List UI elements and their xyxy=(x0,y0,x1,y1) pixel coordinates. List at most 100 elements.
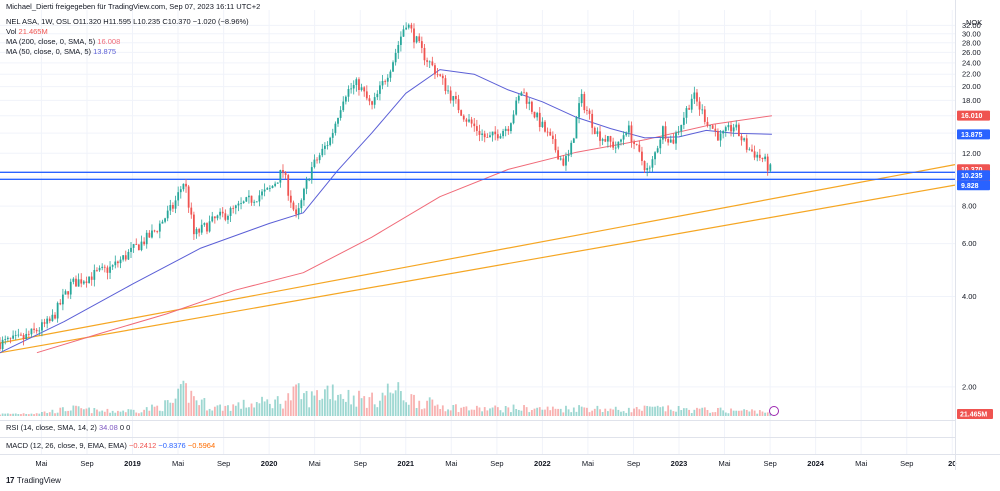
candle-body xyxy=(198,229,201,233)
candle-body xyxy=(145,232,148,245)
volume-bar xyxy=(12,413,15,416)
candle-body xyxy=(93,269,96,280)
candle-body xyxy=(743,138,746,141)
candle-body xyxy=(769,164,772,171)
volume-bar xyxy=(242,399,245,416)
legend-volume[interactable]: Vol 21.465M xyxy=(6,27,48,36)
badge-volume xyxy=(957,409,993,419)
volume-bar xyxy=(35,413,38,416)
volume-bar xyxy=(30,413,33,416)
candle-body xyxy=(515,100,518,115)
volume-bar xyxy=(326,385,329,416)
candle-body xyxy=(219,211,221,216)
candle-body xyxy=(575,117,578,139)
volume-bar xyxy=(559,408,562,416)
volume-bar xyxy=(399,391,402,416)
candle-body xyxy=(1,339,4,350)
candle-body xyxy=(646,168,649,171)
candle-body xyxy=(203,223,206,225)
price-tick-label: 32.00 xyxy=(962,21,981,30)
volume-bar xyxy=(405,402,408,416)
volume-bar xyxy=(714,412,717,416)
volume-bar xyxy=(324,389,326,416)
volume-bar xyxy=(659,407,662,416)
volume-bar xyxy=(583,407,586,416)
volume-bar xyxy=(465,406,468,416)
candle-body xyxy=(483,133,486,138)
volume-bar xyxy=(696,407,698,416)
time-axis[interactable]: Mai Sep 2019 Mai Sep 2020 Mai Sep 2021 Mai Sep 2022… xyxy=(35,459,956,468)
candle-body xyxy=(740,136,743,141)
candle-body xyxy=(158,223,161,232)
candle-body xyxy=(565,156,567,166)
volume-bar xyxy=(481,411,484,416)
volume-bar xyxy=(698,408,701,416)
candle-body xyxy=(764,156,766,160)
volume-bar xyxy=(452,405,455,416)
candle-body xyxy=(339,110,342,118)
volume-bar xyxy=(211,410,214,416)
candle-body xyxy=(604,139,607,142)
volume-bar xyxy=(208,408,211,416)
badge-support-text: 9.828 xyxy=(961,183,979,190)
volume-bar xyxy=(221,410,224,416)
candle-body xyxy=(648,167,651,169)
candle-body xyxy=(261,191,263,196)
volume-bar xyxy=(745,409,748,416)
volume-bar xyxy=(166,400,169,416)
legend-macd[interactable]: MACD (12, 26, close, 9, EMA, EMA) −0.241… xyxy=(6,441,216,450)
candle-body xyxy=(379,85,381,94)
candle-body xyxy=(761,157,764,160)
candle-body xyxy=(630,125,633,142)
candle-body xyxy=(523,92,525,94)
candle-body xyxy=(410,24,413,29)
badge-ma50 xyxy=(957,129,990,140)
candle-body xyxy=(643,161,646,171)
candle-body xyxy=(688,108,691,110)
candle-body xyxy=(303,188,305,201)
candle-body xyxy=(473,123,476,127)
legend-ma50[interactable]: MA (50, close, 0, SMA, 5) 13.875 xyxy=(6,47,117,56)
candle-body xyxy=(69,281,72,295)
candle-body xyxy=(132,244,135,248)
candle-body xyxy=(316,159,318,161)
candle-body xyxy=(609,136,612,142)
candle-body xyxy=(462,115,465,120)
candle-body xyxy=(240,203,242,204)
volume-bar xyxy=(384,395,387,416)
candle-body xyxy=(682,117,685,125)
volume-bar xyxy=(255,402,258,416)
candle-body xyxy=(111,265,114,267)
candle-body xyxy=(439,74,442,76)
candle-body xyxy=(371,101,373,105)
volume-bar xyxy=(444,411,447,416)
candle-body xyxy=(496,134,499,139)
legend-symbol[interactable]: NEL ASA, 1W, OSL O11.320 H11.595 L10.235… xyxy=(6,17,249,26)
volume-bar xyxy=(331,384,334,416)
candle-body xyxy=(355,79,358,86)
volume-bar xyxy=(20,414,22,416)
legend-rsi[interactable]: RSI (14, close, SMA, 14, 2) 34.08 0 0 xyxy=(6,423,131,432)
currency-label: NOK xyxy=(966,18,983,27)
legend-ma200[interactable]: MA (200, close, 0, SMA, 5) 16.008 xyxy=(6,37,121,46)
volume-bar xyxy=(614,406,617,416)
volume-bar xyxy=(266,399,269,416)
volume-bar xyxy=(580,406,583,416)
rsi-value: 34.08 xyxy=(98,423,118,432)
volume-bar xyxy=(635,406,638,416)
candle-body xyxy=(25,333,28,340)
volume-bar xyxy=(462,406,465,416)
candle-body xyxy=(80,279,83,284)
candle-body xyxy=(358,79,360,90)
volume-bar xyxy=(588,412,591,416)
volume-bar xyxy=(308,407,311,416)
volume-bar xyxy=(198,405,201,416)
candle-body xyxy=(54,314,56,319)
candle-body xyxy=(588,110,591,114)
candle-body xyxy=(457,99,460,111)
price-tick-label: 24.00 xyxy=(962,58,981,67)
volume-bar xyxy=(187,402,190,416)
candle-body xyxy=(360,87,363,90)
volume-bar xyxy=(240,408,242,416)
